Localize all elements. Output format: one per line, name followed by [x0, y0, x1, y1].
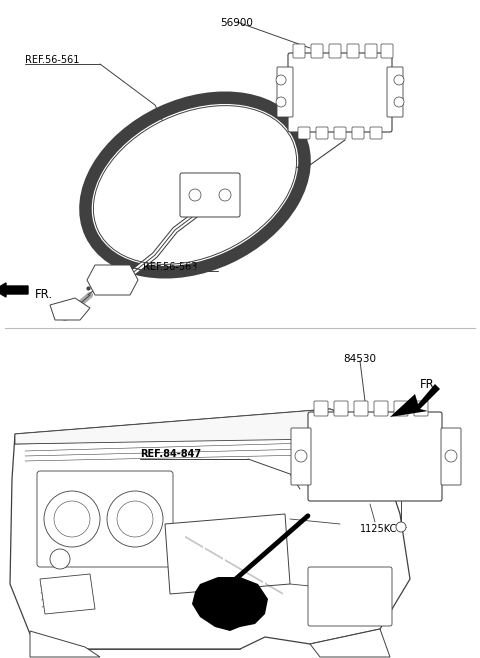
FancyBboxPatch shape — [180, 173, 240, 217]
FancyBboxPatch shape — [441, 428, 461, 485]
Text: 1125KC: 1125KC — [360, 524, 397, 534]
FancyBboxPatch shape — [381, 44, 393, 58]
Circle shape — [117, 501, 153, 537]
Text: REF.56-563: REF.56-563 — [143, 262, 197, 272]
FancyBboxPatch shape — [308, 412, 442, 501]
FancyBboxPatch shape — [298, 127, 310, 139]
FancyBboxPatch shape — [334, 127, 346, 139]
Circle shape — [394, 75, 404, 85]
Circle shape — [50, 549, 70, 569]
FancyBboxPatch shape — [374, 401, 388, 416]
Polygon shape — [192, 577, 268, 631]
FancyArrow shape — [0, 283, 28, 297]
Text: 84530: 84530 — [344, 354, 376, 364]
Text: REF.56-561: REF.56-561 — [25, 55, 79, 65]
Text: REF.84-847: REF.84-847 — [140, 449, 201, 459]
Circle shape — [219, 189, 231, 201]
Polygon shape — [87, 265, 138, 295]
Text: FR.: FR. — [420, 378, 438, 390]
FancyBboxPatch shape — [334, 401, 348, 416]
FancyBboxPatch shape — [288, 53, 392, 132]
FancyBboxPatch shape — [308, 567, 392, 626]
Circle shape — [295, 450, 307, 462]
Circle shape — [107, 491, 163, 547]
FancyBboxPatch shape — [414, 401, 428, 416]
Text: FR.: FR. — [35, 288, 53, 301]
Circle shape — [276, 75, 286, 85]
Polygon shape — [245, 570, 263, 583]
Circle shape — [445, 450, 457, 462]
Polygon shape — [205, 547, 223, 560]
Polygon shape — [10, 409, 410, 649]
Circle shape — [54, 501, 90, 537]
FancyBboxPatch shape — [352, 127, 364, 139]
Polygon shape — [50, 298, 90, 320]
FancyBboxPatch shape — [354, 401, 368, 416]
Polygon shape — [265, 582, 283, 595]
Text: 56900: 56900 — [221, 18, 253, 28]
Circle shape — [394, 97, 404, 107]
Polygon shape — [225, 559, 243, 572]
FancyBboxPatch shape — [293, 44, 305, 58]
Polygon shape — [30, 631, 100, 657]
FancyBboxPatch shape — [329, 44, 341, 58]
Polygon shape — [165, 514, 290, 594]
Ellipse shape — [94, 105, 297, 265]
FancyBboxPatch shape — [277, 67, 293, 117]
FancyBboxPatch shape — [314, 401, 328, 416]
FancyBboxPatch shape — [37, 471, 173, 567]
Circle shape — [276, 97, 286, 107]
FancyBboxPatch shape — [370, 127, 382, 139]
Polygon shape — [40, 574, 95, 614]
FancyBboxPatch shape — [316, 127, 328, 139]
Polygon shape — [185, 536, 203, 548]
FancyBboxPatch shape — [387, 67, 403, 117]
FancyBboxPatch shape — [347, 44, 359, 58]
Circle shape — [396, 522, 406, 532]
FancyBboxPatch shape — [394, 401, 408, 416]
Circle shape — [44, 491, 100, 547]
FancyBboxPatch shape — [365, 44, 377, 58]
FancyBboxPatch shape — [311, 44, 323, 58]
Polygon shape — [310, 629, 390, 657]
FancyBboxPatch shape — [291, 428, 311, 485]
Circle shape — [189, 189, 201, 201]
Polygon shape — [15, 409, 355, 444]
Polygon shape — [390, 384, 440, 417]
